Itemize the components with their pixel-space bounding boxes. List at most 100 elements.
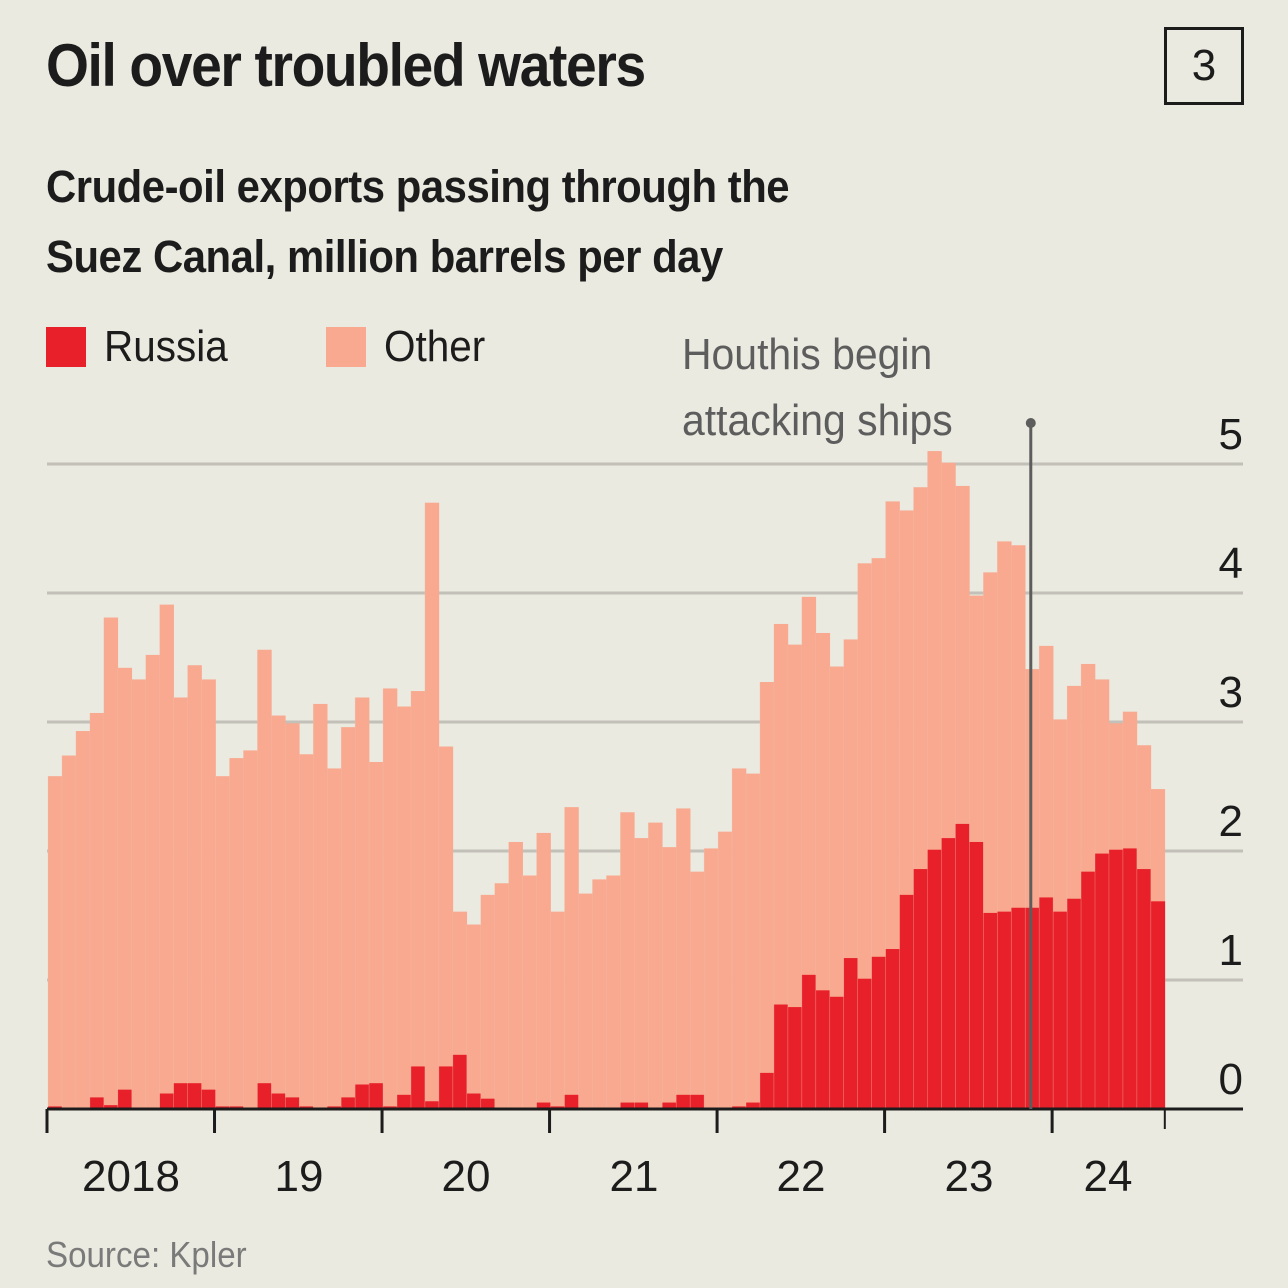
x-axis <box>45 1107 1243 1133</box>
bar-russia <box>913 869 928 1109</box>
y-axis-ticks: 0 1 2 3 4 5 <box>1219 410 1243 1104</box>
bar-other <box>522 875 537 1109</box>
bar-other <box>704 848 719 1109</box>
bar-other <box>313 703 328 1109</box>
bar-other <box>787 644 803 1109</box>
bar-other <box>383 688 398 1109</box>
bar-other <box>648 822 663 1109</box>
bar-russia <box>1150 901 1166 1109</box>
bar-russia <box>676 1094 691 1109</box>
bar-russia <box>620 1102 635 1109</box>
legend-item-russia: Russia <box>46 322 239 372</box>
annotation-line-2: attacking ships <box>682 396 953 445</box>
bar-other <box>424 502 440 1109</box>
subtitle-line-2: Suez Canal, million barrels per day <box>46 231 723 282</box>
x-tick-label: 22 <box>777 1152 826 1201</box>
bar-other <box>773 623 789 1109</box>
bar-other <box>159 604 174 1109</box>
bar-russia <box>117 1089 133 1109</box>
bar-russia <box>1081 871 1096 1109</box>
bar-russia <box>634 1102 649 1109</box>
bar-russia <box>787 1007 803 1109</box>
chart-title: Oil over troubled waters <box>46 32 646 99</box>
bar-russia <box>997 911 1012 1109</box>
bar-other <box>662 847 677 1109</box>
annotation-line-1: Houthis begin <box>682 330 933 379</box>
bar-other <box>564 807 579 1109</box>
bar-other <box>327 768 342 1109</box>
bar-russia <box>201 1089 216 1109</box>
bar-russia <box>1122 848 1138 1109</box>
x-tick-label: 23 <box>945 1152 994 1201</box>
bar-russia <box>857 978 872 1109</box>
bar-other <box>606 875 621 1109</box>
bar-other <box>466 924 482 1109</box>
bar-other <box>243 750 258 1109</box>
bar-russia <box>1011 907 1026 1109</box>
legend-label-other: Other <box>384 322 486 371</box>
bar-other <box>857 563 872 1109</box>
bar-russia <box>480 1098 496 1109</box>
bar-russia <box>173 1083 188 1109</box>
x-tick-label: 2018 <box>82 1152 180 1201</box>
bar-russia <box>341 1097 356 1109</box>
y-tick-label: 3 <box>1219 668 1243 717</box>
bar-other <box>48 776 63 1109</box>
bar-russia <box>969 841 984 1109</box>
bar-russia <box>927 849 942 1109</box>
bar-russia <box>187 1083 202 1109</box>
bar-other <box>620 812 635 1109</box>
bar-russia <box>159 1093 174 1109</box>
legend-swatch-other <box>326 327 366 367</box>
bar-russia <box>955 823 970 1109</box>
bar-russia <box>941 838 956 1109</box>
bar-other <box>550 911 565 1109</box>
bar-other <box>718 831 733 1109</box>
bar-russia <box>1136 869 1152 1109</box>
bar-russia <box>257 1083 272 1109</box>
bar-other <box>187 665 202 1109</box>
bars <box>47 451 1166 1110</box>
legend-label-russia: Russia <box>104 322 228 371</box>
bar-russia <box>815 990 831 1109</box>
legend-item-other: Other <box>326 322 494 372</box>
bar-russia <box>662 1102 677 1109</box>
bar-russia <box>899 894 914 1109</box>
bar-other <box>494 883 509 1109</box>
bar-russia <box>801 974 817 1109</box>
x-axis-tick-labels: 2018 19 20 21 22 23 24 <box>82 1152 1132 1201</box>
chart-number-badge: 3 <box>1164 27 1244 105</box>
bar-russia <box>1039 897 1054 1109</box>
bar-other <box>299 754 314 1109</box>
bar-other <box>815 632 831 1109</box>
bar-russia <box>1108 849 1124 1109</box>
bar-other <box>271 715 286 1109</box>
bar-other <box>355 697 370 1109</box>
bar-other <box>215 776 230 1109</box>
bar-russia <box>871 956 886 1109</box>
bar-other <box>732 768 747 1109</box>
x-tick-label: 20 <box>442 1152 491 1201</box>
bar-other <box>173 697 188 1109</box>
bar-other <box>145 654 160 1109</box>
bar-russia <box>885 949 900 1109</box>
houthi-annotation: Houthis begin attacking ships <box>682 322 953 454</box>
bar-other <box>103 617 119 1109</box>
bar-other <box>341 727 356 1109</box>
bar-russia <box>355 1084 370 1109</box>
legend-swatch-russia <box>46 327 86 367</box>
bar-russia <box>1053 911 1068 1109</box>
bar-other <box>89 712 105 1109</box>
bar-other <box>410 691 426 1109</box>
bar-other <box>229 758 244 1109</box>
chart-subtitle: Crude-oil exports passing through the Su… <box>46 152 790 292</box>
bar-russia <box>103 1105 119 1109</box>
bar-russia <box>1095 853 1110 1109</box>
bar-other <box>285 723 300 1109</box>
bar-russia <box>759 1072 775 1109</box>
bar-russia <box>452 1054 468 1109</box>
bar-other <box>578 893 593 1109</box>
bar-russia <box>438 1066 454 1109</box>
bar-other <box>690 871 705 1109</box>
